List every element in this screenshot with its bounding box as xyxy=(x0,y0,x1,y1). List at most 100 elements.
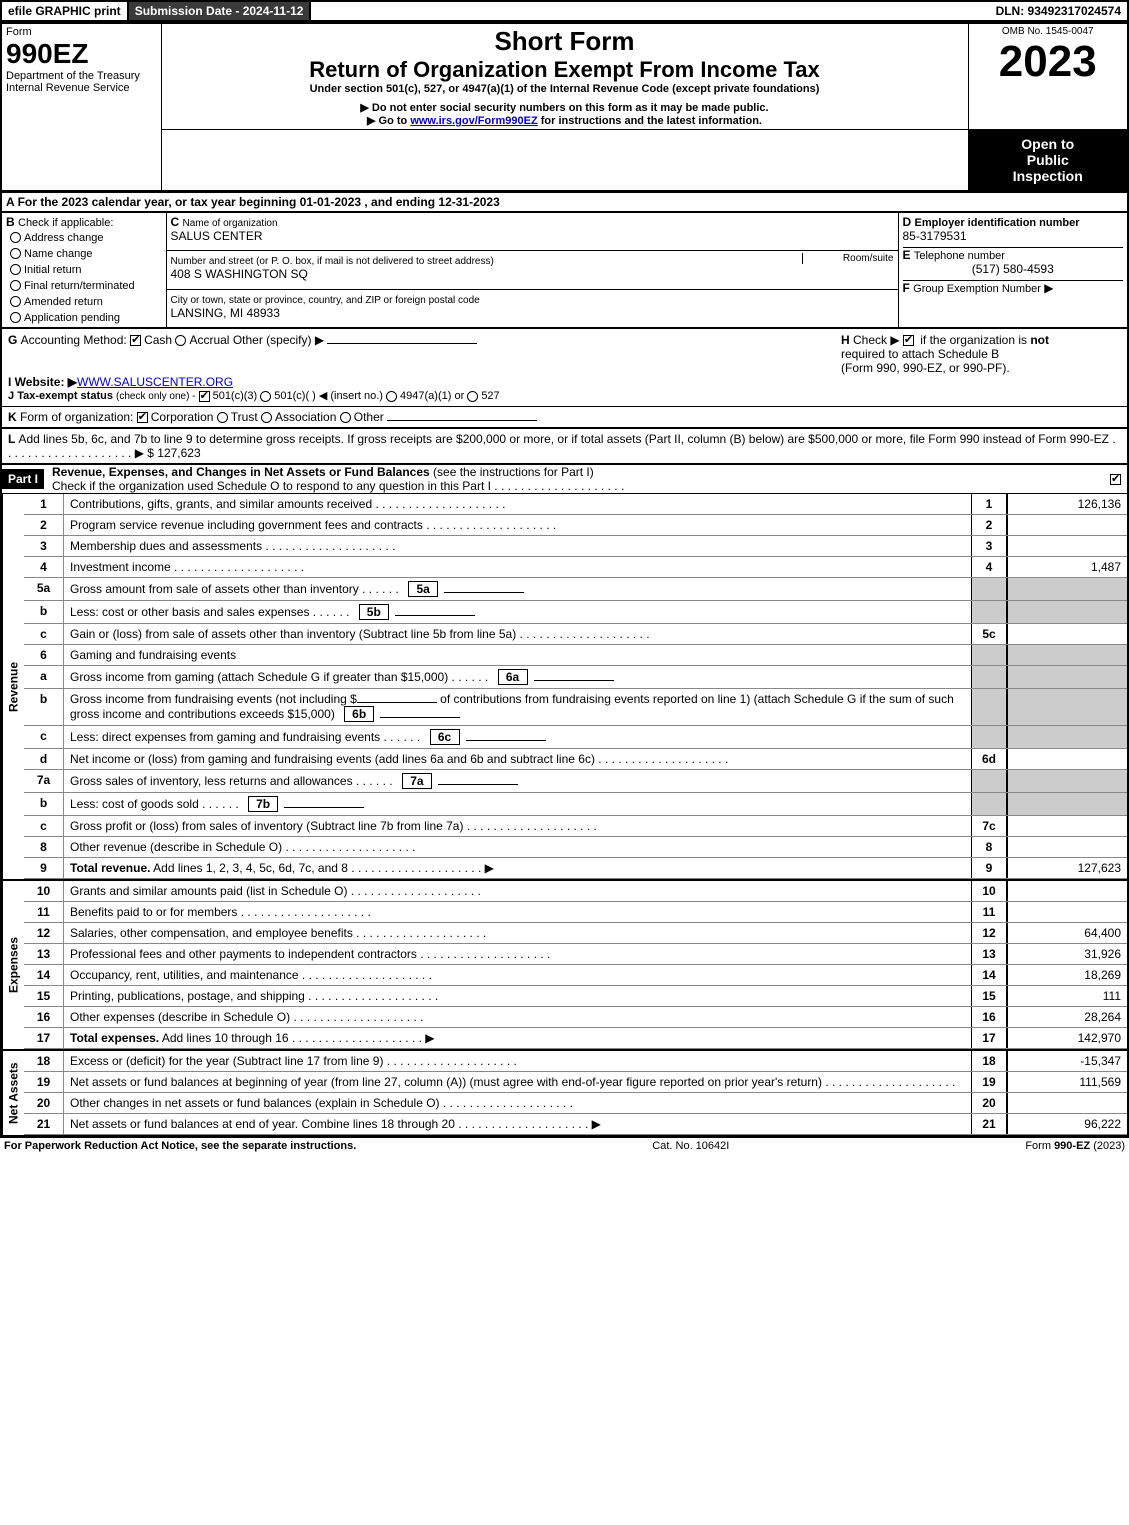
j-tail: (check only one) - xyxy=(116,391,195,402)
form-header: Form 990EZ Department of the Treasury In… xyxy=(0,22,1129,192)
expenses-label: Expenses xyxy=(2,881,24,1049)
footer-mid: Cat. No. 10642I xyxy=(652,1140,729,1152)
efile-label: efile GRAPHIC print xyxy=(2,2,129,20)
j-label: Tax-exempt status xyxy=(17,390,113,402)
b-label: Check if applicable: xyxy=(18,217,113,229)
org-name: SALUS CENTER xyxy=(171,229,263,243)
top-bar: efile GRAPHIC print Submission Date - 20… xyxy=(0,0,1129,22)
b-opt-address[interactable]: Address change xyxy=(24,232,104,244)
open-to-public: Open to Public Inspection xyxy=(969,130,1128,190)
goto-tail: for instructions and the latest informat… xyxy=(541,115,762,127)
c-street-label: Number and street (or P. O. box, if mail… xyxy=(171,256,494,267)
part-i-chk[interactable] xyxy=(1110,474,1121,485)
phone-value: (517) 580-4593 xyxy=(903,262,1124,276)
tax-year: 2023 xyxy=(973,37,1124,87)
h-not: not xyxy=(1030,333,1049,347)
i-label: Website: ▶ xyxy=(15,375,77,389)
line-b: bGross income from fundraising events (n… xyxy=(24,689,1127,726)
open-line3: Inspection xyxy=(975,168,1122,184)
j-527: 527 xyxy=(481,390,499,402)
h-check: Check ▶ xyxy=(853,333,900,347)
line-9: 9Total revenue. Add lines 1, 2, 3, 4, 5c… xyxy=(24,858,1127,879)
h-tail: if the organization is xyxy=(920,333,1027,347)
k-corp: Corporation xyxy=(151,410,214,424)
line-c: cLess: direct expenses from gaming and f… xyxy=(24,726,1127,749)
b-opt-name[interactable]: Name change xyxy=(24,248,93,260)
submission-date: Submission Date - 2024-11-12 xyxy=(129,2,312,20)
g-cash-chk[interactable] xyxy=(130,335,141,346)
part-i-tag: Part I xyxy=(2,469,44,489)
expenses-section: Expenses 10Grants and similar amounts pa… xyxy=(0,879,1129,1049)
footer-right: Form 990-EZ (2023) xyxy=(1025,1140,1125,1152)
line-6: 6Gaming and fundraising events xyxy=(24,645,1127,666)
d-label: Employer identification number xyxy=(915,217,1080,229)
k-label: Form of organization: xyxy=(20,410,133,424)
open-line1: Open to xyxy=(975,136,1122,152)
k-trust: Trust xyxy=(231,410,258,424)
website-link[interactable]: WWW.SALUSCENTER.ORG xyxy=(77,375,233,389)
line-21: 21Net assets or fund balances at end of … xyxy=(24,1114,1127,1135)
j-4947-chk[interactable] xyxy=(386,391,397,402)
f-arrow: ▶ xyxy=(1044,281,1053,295)
line-4: 4Investment income 41,487 xyxy=(24,557,1127,578)
part-i-check: Check if the organization used Schedule … xyxy=(52,479,491,493)
c-name-label: Name of organization xyxy=(183,218,278,229)
f-label: Group Exemption Number xyxy=(913,283,1041,295)
line-5a: 5aGross amount from sale of assets other… xyxy=(24,578,1127,601)
l-amount: $ 127,623 xyxy=(147,446,200,460)
l-text: Add lines 5b, 6c, and 7b to line 9 to de… xyxy=(18,432,1109,446)
short-form-title: Short Form xyxy=(166,26,964,57)
b-opt-final[interactable]: Final return/terminated xyxy=(24,280,135,292)
k-corp-chk[interactable] xyxy=(137,412,148,423)
e-label: Telephone number xyxy=(914,250,1005,262)
under-section: Under section 501(c), 527, or 4947(a)(1)… xyxy=(166,83,964,95)
g-cash: Cash xyxy=(144,333,172,347)
goto-prefix: Go to xyxy=(379,115,408,127)
line-2: 2Program service revenue including gover… xyxy=(24,515,1127,536)
line-10: 10Grants and similar amounts paid (list … xyxy=(24,881,1127,902)
line-c: cGain or (loss) from sale of assets othe… xyxy=(24,624,1127,645)
line-b: bLess: cost or other basis and sales exp… xyxy=(24,601,1127,624)
j-527-chk[interactable] xyxy=(467,391,478,402)
b-opt-initial[interactable]: Initial return xyxy=(24,264,81,276)
netassets-label: Net Assets xyxy=(2,1051,24,1135)
line-12: 12Salaries, other compensation, and empl… xyxy=(24,923,1127,944)
section-a: For the 2023 calendar year, or tax year … xyxy=(18,195,500,209)
line-16: 16Other expenses (describe in Schedule O… xyxy=(24,1007,1127,1028)
line-19: 19Net assets or fund balances at beginni… xyxy=(24,1072,1127,1093)
return-title: Return of Organization Exempt From Incom… xyxy=(166,57,964,83)
line-13: 13Professional fees and other payments t… xyxy=(24,944,1127,965)
h-forms: (Form 990, 990-EZ, or 990-PF). xyxy=(841,361,1010,375)
netassets-section: Net Assets 18Excess or (deficit) for the… xyxy=(0,1049,1129,1137)
line-7a: 7aGross sales of inventory, less returns… xyxy=(24,770,1127,793)
b-opt-pending[interactable]: Application pending xyxy=(24,312,120,324)
g-label: Accounting Method: xyxy=(21,333,127,347)
b-opt-amended[interactable]: Amended return xyxy=(24,296,103,308)
line-15: 15Printing, publications, postage, and s… xyxy=(24,986,1127,1007)
g-accrual-chk[interactable] xyxy=(175,335,186,346)
goto-link[interactable]: www.irs.gov/Form990EZ xyxy=(410,115,537,127)
form-word: Form xyxy=(6,26,157,38)
j-501c: 501(c)( ) ◀ (insert no.) xyxy=(274,390,383,402)
g-accrual: Accrual xyxy=(189,333,229,347)
city-value: LANSING, MI 48933 xyxy=(171,306,280,320)
line-14: 14Occupancy, rent, utilities, and mainte… xyxy=(24,965,1127,986)
line-a: aGross income from gaming (attach Schedu… xyxy=(24,666,1127,689)
irs-label: Internal Revenue Service xyxy=(6,82,157,94)
k-other: Other xyxy=(354,410,384,424)
omb-number: OMB No. 1545-0047 xyxy=(973,26,1124,37)
line-20: 20Other changes in net assets or fund ba… xyxy=(24,1093,1127,1114)
k-assoc-chk[interactable] xyxy=(261,412,272,423)
form-number: 990EZ xyxy=(6,38,157,70)
line-d: dNet income or (loss) from gaming and fu… xyxy=(24,749,1127,770)
k-trust-chk[interactable] xyxy=(217,412,228,423)
h-chk[interactable] xyxy=(903,335,914,346)
j-501c3-chk[interactable] xyxy=(199,391,210,402)
line-17: 17Total expenses. Add lines 10 through 1… xyxy=(24,1028,1127,1049)
j-501c-chk[interactable] xyxy=(260,391,271,402)
line-18: 18Excess or (deficit) for the year (Subt… xyxy=(24,1051,1127,1072)
g-other: Other (specify) ▶ xyxy=(233,333,324,347)
c-city-label: City or town, state or province, country… xyxy=(171,295,480,306)
dept-treasury: Department of the Treasury xyxy=(6,70,157,82)
k-other-chk[interactable] xyxy=(340,412,351,423)
